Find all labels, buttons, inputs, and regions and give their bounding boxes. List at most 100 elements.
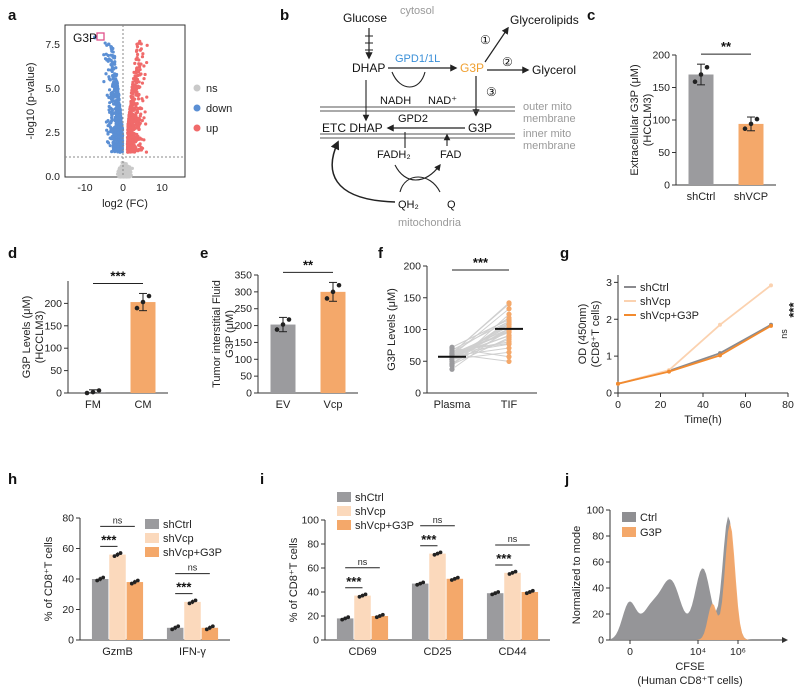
data-dot [493, 591, 498, 596]
volcano-point-down [116, 150, 120, 154]
y-tick-label: 80 [62, 513, 74, 525]
data-dot [129, 581, 134, 586]
volcano-point-down [117, 94, 121, 98]
y-tick-label: 50 [240, 371, 252, 383]
volcano-point-up [138, 106, 142, 110]
tif-dot [506, 316, 512, 323]
volcano-point-up [136, 119, 141, 123]
y-axis-label: Extracellular G3P (μM) [629, 64, 641, 175]
volcano-point-ns [130, 166, 134, 170]
qh2-label: QH₂ [398, 199, 419, 211]
volcano-xtick: 10 [156, 182, 168, 194]
legend-swatch [145, 533, 159, 543]
volcano-point-up [127, 116, 131, 120]
x-tick-label: 0 [627, 646, 633, 658]
data-dot [210, 624, 215, 629]
volcano-point-down [110, 99, 114, 103]
volcano-point-up [130, 126, 134, 130]
data-dot [754, 116, 760, 122]
mitochondria-label: mitochondria [398, 217, 462, 229]
volcano-point-down [107, 42, 111, 47]
data-dot [193, 598, 198, 603]
y-axis-label: G3P Levels (μM) [386, 288, 398, 371]
bar [354, 595, 371, 640]
volcano-point-down [111, 50, 115, 54]
series-point [718, 353, 722, 358]
volcano-point-down [114, 100, 119, 105]
g3p-histogram [610, 522, 770, 640]
legend-ns-label: ns [206, 83, 218, 95]
volcano-point-down [107, 108, 111, 112]
series-point [769, 283, 773, 288]
volcano-point-up [144, 150, 149, 154]
x-axis-label: Time(h) [684, 414, 721, 426]
volcano-point-down [120, 145, 124, 150]
volcano-point-up [144, 122, 148, 126]
volcano-point-down [117, 102, 121, 106]
volcano-point-up [133, 83, 137, 87]
qh2-to-etc-arrow [330, 140, 396, 203]
g3p-cytosol-label: G3P [460, 61, 484, 75]
legend-label: shVcp+G3P [640, 310, 699, 322]
outer-membrane-label: membrane [523, 113, 576, 125]
x-tick-label: 10⁶ [730, 646, 746, 658]
plasma-dot [449, 366, 455, 372]
y-tick-label: 0 [606, 388, 612, 400]
x-tick-label: shCtrl [687, 191, 716, 203]
line-chart-g: 0 1 2 3 0 20 40 60 80 shCtrl shVcp shVcp+G3P Time(h)… [577, 275, 800, 426]
step-3-marker: ③ [486, 85, 497, 99]
significance-ns: ns [188, 563, 198, 573]
significance-ns: ns [358, 557, 368, 567]
tif-dot [506, 345, 512, 351]
y-axis-label-2: (CD8⁺T cells) [590, 301, 602, 368]
panel-label-f: f [378, 245, 384, 262]
volcano-point-down [114, 92, 119, 96]
volcano-frame [64, 24, 186, 178]
y-tick-label: 150 [234, 337, 252, 349]
volcano-point-up [131, 76, 136, 81]
bar [521, 592, 539, 640]
volcano-point-down [109, 45, 114, 49]
data-dot [187, 601, 192, 606]
volcano-point-down [108, 78, 112, 82]
volcano-point-up [128, 112, 132, 117]
pair-line [451, 343, 510, 354]
volcano-point-down [111, 96, 115, 100]
volcano-point-up [138, 85, 142, 89]
y-axis-label-2: (HCCLM3) [642, 94, 654, 147]
tif-dot [506, 311, 512, 317]
y-tick-label: 100 [403, 324, 421, 336]
y-tick-label: 60 [592, 557, 604, 569]
volcano-point-down [117, 120, 122, 124]
legend-up-label: up [206, 123, 218, 135]
volcano-point-up [131, 135, 136, 139]
volcano-point-down [110, 107, 114, 111]
volcano-point-up [137, 127, 141, 132]
data-dot [380, 612, 385, 617]
data-dot [134, 305, 140, 311]
data-dot [204, 627, 209, 632]
volcano-point-up [133, 74, 137, 78]
data-dot [435, 551, 440, 556]
data-dot [101, 575, 106, 580]
legend-label: shVcp+G3P [355, 520, 414, 532]
volcano-point-down [107, 104, 111, 109]
x-tick-label: 10⁴ [690, 646, 706, 658]
bar [320, 291, 346, 393]
series-point [616, 381, 620, 386]
y-axis-label: % of CD8⁺T cells [288, 537, 300, 622]
volcano-point-up [134, 114, 138, 118]
legend-label: shVcp [355, 506, 386, 518]
fadh2-label: FADH₂ [377, 149, 411, 161]
volcano-point-up [126, 131, 130, 135]
data-dot [496, 590, 501, 594]
volcano-point-down [108, 125, 113, 129]
volcano-point-down [113, 143, 118, 148]
volcano-point-down [105, 93, 109, 97]
fad-q-cycle-curve [394, 163, 441, 181]
significance-stars: ** [303, 257, 314, 272]
bar [336, 618, 354, 640]
bar-chart-c: 0 50 100 150 200 shCtrl shVCP ** Extracellular G… [629, 39, 776, 203]
tif-dot [506, 300, 512, 306]
